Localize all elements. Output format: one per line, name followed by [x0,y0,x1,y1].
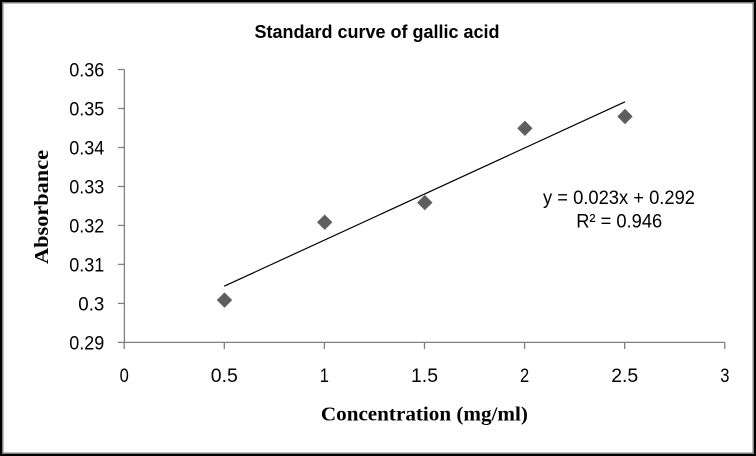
svg-text:0.35: 0.35 [69,98,104,120]
svg-text:0.36: 0.36 [69,59,104,81]
svg-text:y = 0.023x + 0.292: y = 0.023x + 0.292 [543,188,695,209]
svg-text:Absorbance: Absorbance [31,150,53,264]
svg-text:2: 2 [520,365,529,387]
svg-text:3: 3 [720,365,729,387]
svg-text:0.3: 0.3 [78,293,104,315]
svg-text:1.5: 1.5 [411,365,438,387]
svg-text:2.5: 2.5 [611,365,638,387]
svg-text:0.31: 0.31 [69,254,104,276]
svg-text:0.32: 0.32 [69,215,104,237]
svg-text:Concentration (mg/ml): Concentration (mg/ml) [321,404,528,426]
svg-text:0.33: 0.33 [69,176,104,198]
svg-text:R² = 0.946: R² = 0.946 [576,212,662,233]
svg-text:Standard curve of gallic acid: Standard curve of gallic acid [254,22,499,42]
svg-text:0: 0 [120,365,129,387]
svg-text:1: 1 [320,365,329,387]
svg-text:0.5: 0.5 [211,365,238,387]
svg-text:0.34: 0.34 [69,137,104,159]
svg-text:0.29: 0.29 [69,332,104,354]
